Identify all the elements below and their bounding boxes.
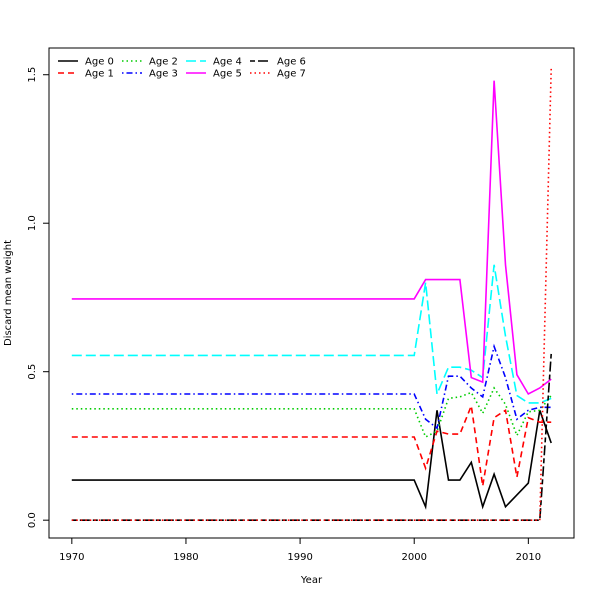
x-tick-label: 1980: [173, 552, 198, 563]
series-line-age-7: [71, 68, 552, 522]
axes-layer: 1970 1980 1990 2000 2010 0.0 0.5 1.0 1.5: [27, 67, 541, 563]
series-line-age-2: [71, 386, 552, 439]
legend-label: Age 5: [213, 69, 242, 80]
series-layer: [71, 68, 552, 522]
y-tick-label: 0.5: [27, 364, 38, 380]
legend-label: Age 7: [277, 69, 306, 80]
series-line-age-6: [71, 353, 552, 522]
series-line-age-4: [71, 264, 552, 404]
y-tick-label: 0.0: [27, 512, 38, 528]
y-axis-title: Discard mean weight: [3, 240, 14, 346]
series-line-age-5: [71, 80, 552, 396]
plot-frame: [48, 47, 575, 539]
x-tick-label: 1970: [59, 552, 84, 563]
legend-label: Age 0: [85, 57, 114, 68]
y-tick-label: 1.5: [27, 67, 38, 83]
x-tick-label: 1990: [287, 552, 312, 563]
series-line-age-0: [71, 410, 552, 510]
legend-label: Age 3: [149, 69, 178, 80]
legend-label: Age 2: [149, 57, 178, 68]
legend-label: Age 1: [85, 69, 114, 80]
series-line-age-3: [71, 343, 552, 430]
legend-label: Age 4: [213, 57, 242, 68]
legend-label: Age 6: [277, 57, 306, 68]
x-tick-label: 2000: [401, 552, 426, 563]
y-tick-label: 1.0: [27, 215, 38, 231]
x-axis-title: Year: [300, 575, 323, 586]
x-tick-label: 2010: [516, 552, 541, 563]
series-line-age-1: [71, 402, 552, 487]
